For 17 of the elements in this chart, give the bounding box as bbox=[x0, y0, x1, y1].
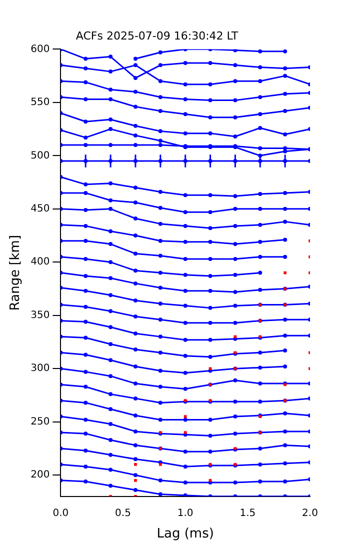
x-tick-label: 2.0 bbox=[302, 508, 318, 519]
x-tick-label: 1.0 bbox=[177, 508, 194, 519]
y-tick-label: 250 bbox=[30, 416, 50, 428]
chart-title: ACFs 2025-07-09 16:30:42 LT bbox=[76, 29, 238, 42]
y-tick-label: 200 bbox=[30, 470, 50, 481]
x-tick-label: 0.5 bbox=[115, 508, 131, 519]
y-tick-label: 500 bbox=[30, 150, 50, 162]
y-tick-label: 600 bbox=[30, 44, 50, 55]
x-tick-label: 1.5 bbox=[240, 508, 256, 519]
y-tick-label: 300 bbox=[30, 363, 50, 374]
x-tick-label: 0.0 bbox=[52, 508, 69, 519]
y-tick-label: 400 bbox=[30, 256, 50, 268]
x-axis-title: Lag (ms) bbox=[156, 526, 214, 542]
y-axis-title: Range [km] bbox=[8, 234, 24, 311]
y-tick-label: 450 bbox=[30, 204, 50, 215]
y-tick-label: 350 bbox=[30, 310, 50, 321]
y-tick-label: 550 bbox=[30, 97, 50, 108]
